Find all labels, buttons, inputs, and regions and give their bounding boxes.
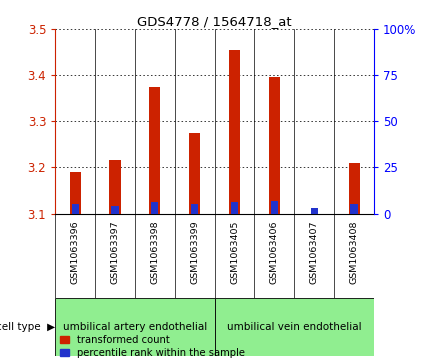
Text: GSM1063396: GSM1063396	[71, 220, 79, 284]
Text: cell type  ▶: cell type ▶	[0, 322, 55, 332]
Bar	[189, 133, 200, 213]
Title: GDS4778 / 1564718_at: GDS4778 / 1564718_at	[137, 15, 292, 28]
Bar	[269, 77, 280, 213]
Bar	[351, 204, 358, 213]
Text: GSM1063405: GSM1063405	[230, 220, 239, 284]
Text: umbilical artery endothelial: umbilical artery endothelial	[63, 322, 207, 332]
Text: GSM1063407: GSM1063407	[310, 220, 319, 284]
Bar	[111, 206, 119, 213]
Bar	[271, 201, 278, 213]
Bar	[71, 204, 79, 213]
Text: GSM1063408: GSM1063408	[350, 220, 359, 284]
Bar	[109, 160, 121, 213]
Legend: transformed count, percentile rank within the sample: transformed count, percentile rank withi…	[60, 335, 245, 358]
Text: umbilical vein endothelial: umbilical vein endothelial	[227, 322, 362, 332]
Bar	[191, 204, 198, 213]
Bar	[55, 298, 215, 356]
Bar	[311, 208, 318, 213]
Text: GSM1063398: GSM1063398	[150, 220, 159, 284]
Bar	[215, 298, 374, 356]
Bar	[70, 172, 81, 213]
Bar	[149, 87, 160, 213]
Text: GSM1063399: GSM1063399	[190, 220, 199, 284]
Bar	[229, 50, 240, 213]
Text: GSM1063397: GSM1063397	[110, 220, 119, 284]
Bar	[348, 163, 360, 213]
Bar	[151, 203, 159, 213]
Text: GSM1063406: GSM1063406	[270, 220, 279, 284]
Bar	[231, 203, 238, 213]
